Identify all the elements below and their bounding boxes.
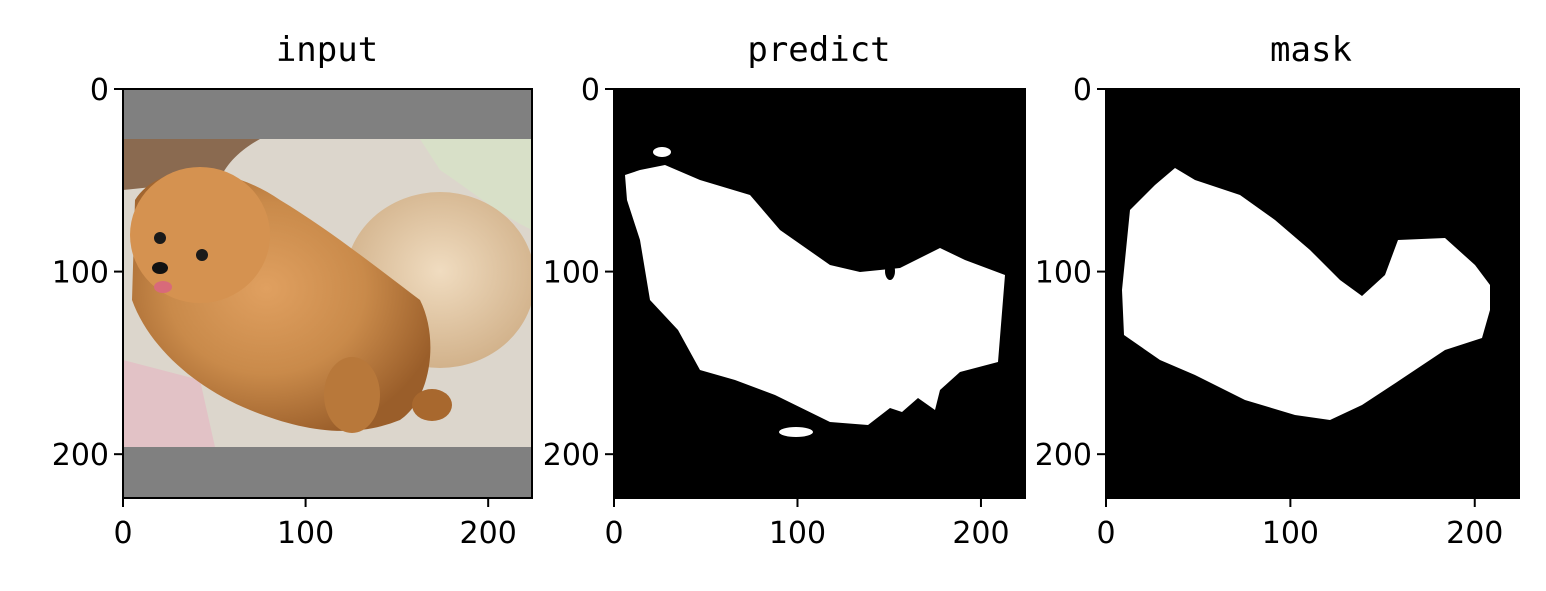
ticks-predict: 0 100 200 0 100 200 [543,73,1010,551]
pillow-floral-patch [420,139,532,230]
ticks-input: 0 100 200 0 100 200 [52,73,517,551]
axes-frame-input [122,88,533,499]
mask-foreground-region [1122,168,1490,420]
y-tick-label: 200 [1035,438,1092,473]
panel-input: input 0 100 200 0 100 200 [52,30,533,551]
x-tick-label: 200 [952,516,1009,551]
x-tick-label: 100 [769,516,826,551]
pillow-pink-patch [123,360,215,447]
y-tick-label: 0 [581,73,600,108]
brown-cushion [123,139,260,190]
dog-tongue [154,281,172,293]
x-tick-label: 0 [604,516,623,551]
dog-eye-right [196,249,208,261]
dog-eye-left [154,232,166,244]
panel-mask: mask 0 100 200 0 100 200 [1035,30,1520,551]
axes-frame-mask [1105,88,1520,499]
x-tick-label: 100 [277,516,334,551]
dog-nose [152,262,168,274]
dog-head [130,167,270,303]
x-tick-label: 100 [1262,516,1319,551]
y-tick-label: 100 [52,256,109,291]
predict-blob-small-top [653,147,671,157]
panel-title-predict: predict [747,30,890,70]
predict-hole [885,262,895,280]
predict-blob-small-bottom [779,427,813,437]
y-tick-label: 100 [543,256,600,291]
dog-leg [324,357,380,433]
y-tick-label: 200 [52,438,109,473]
dog-paw [412,389,452,421]
mask-image [1106,89,1519,498]
x-tick-label: 0 [113,516,132,551]
y-tick-label: 100 [1035,256,1092,291]
y-tick-label: 200 [543,438,600,473]
x-tick-label: 200 [460,516,517,551]
panel-predict: predict 0 100 200 0 100 200 [543,30,1026,551]
x-tick-label: 0 [1096,516,1115,551]
axes-frame-predict [613,88,1026,499]
y-tick-label: 0 [1073,73,1092,108]
panel-title-mask: mask [1270,30,1352,70]
predict-image [614,89,1025,498]
predict-foreground-region [625,165,1005,425]
y-tick-label: 0 [90,73,109,108]
panel-title-input: input [276,30,378,70]
x-tick-label: 200 [1446,516,1503,551]
ticks-mask: 0 100 200 0 100 200 [1035,73,1504,551]
input-image [123,89,532,498]
